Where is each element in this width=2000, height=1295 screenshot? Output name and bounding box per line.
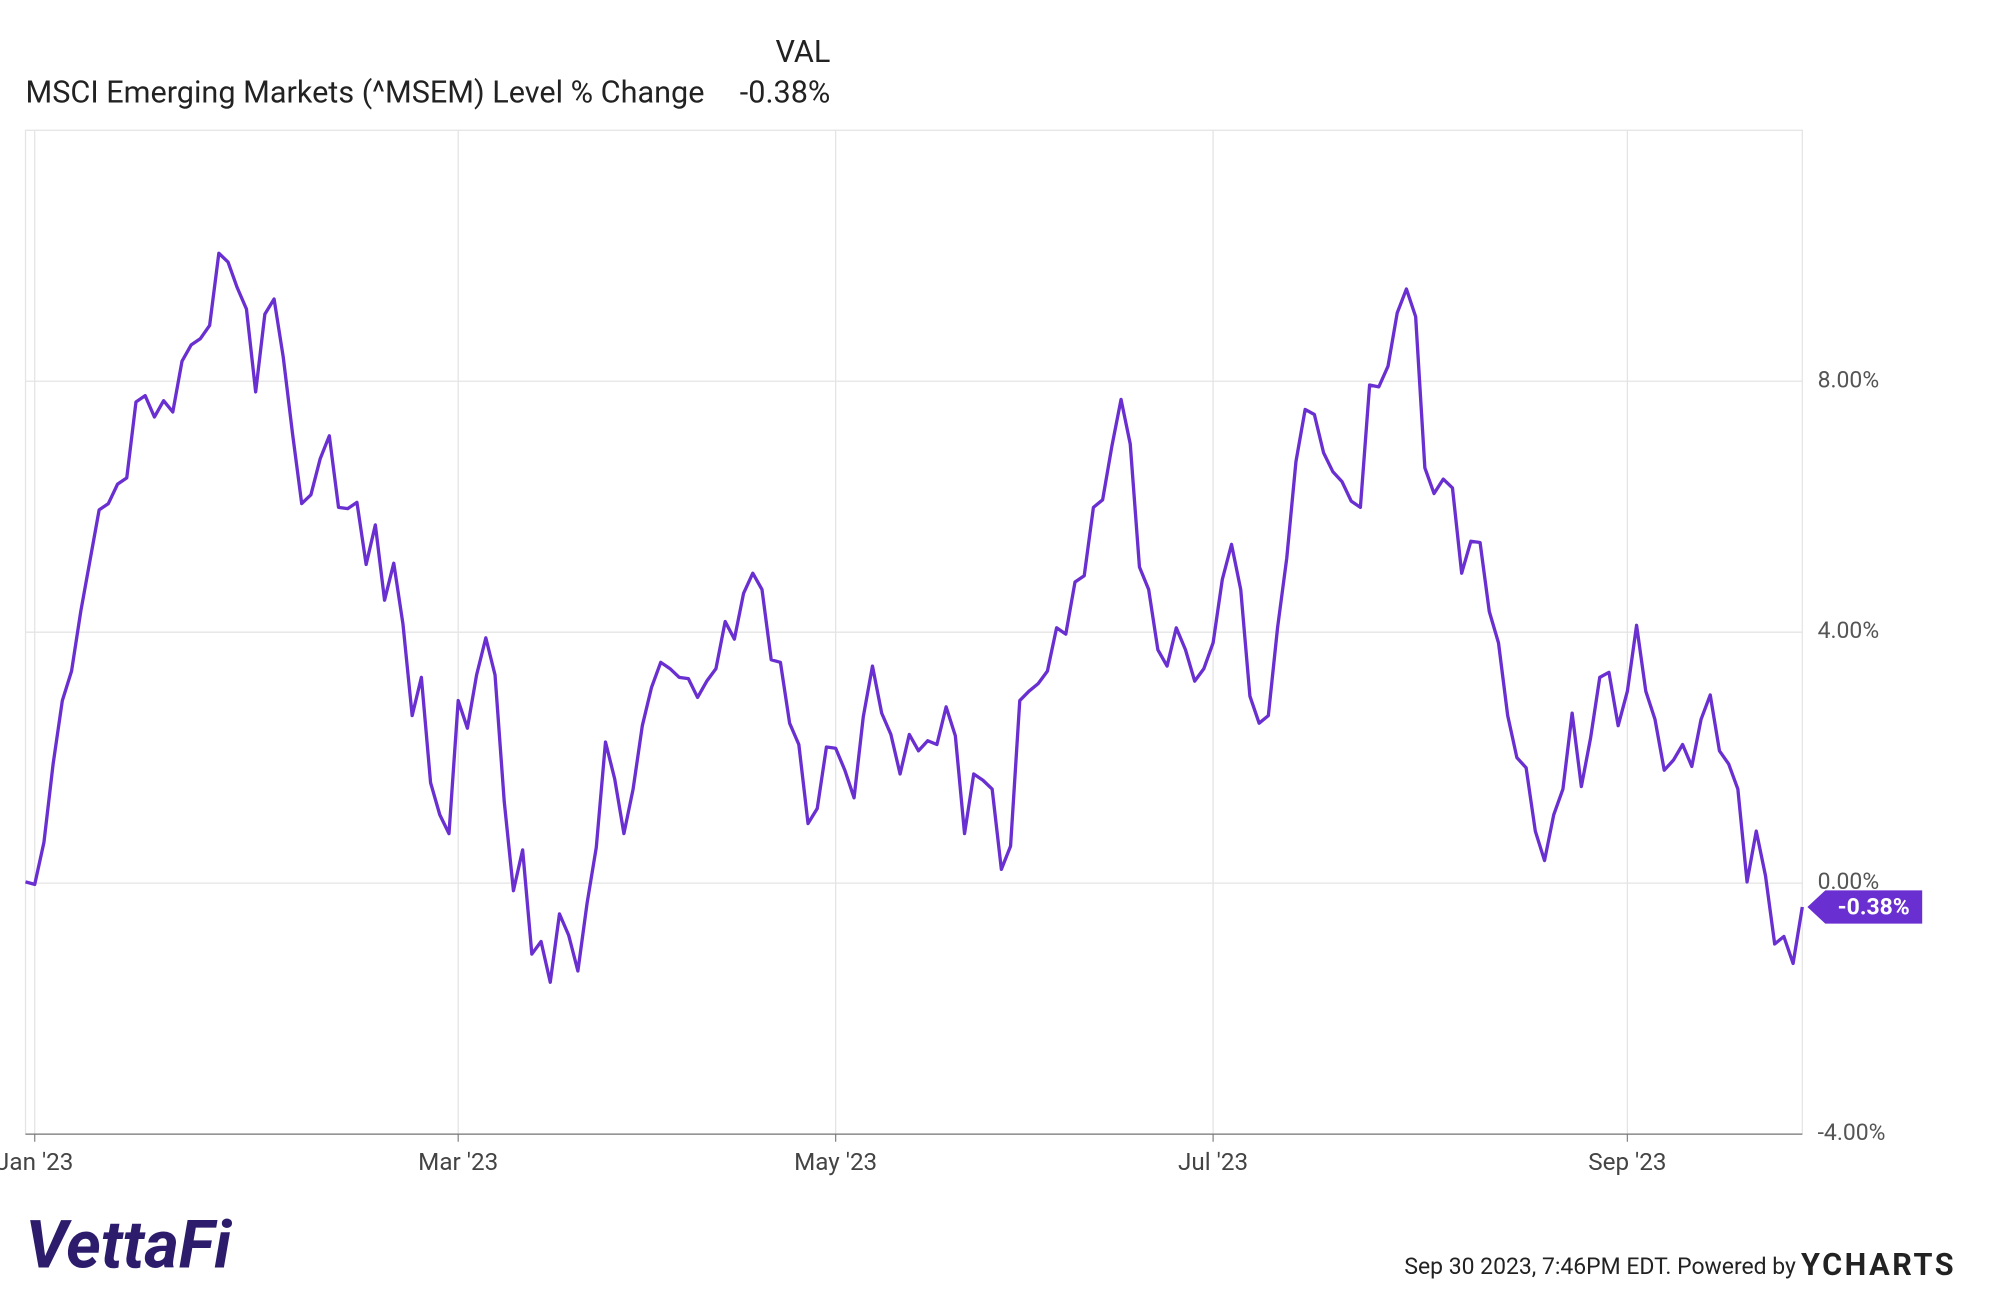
logo: VettaFi <box>26 1207 233 1285</box>
value-badge <box>1807 890 1923 924</box>
chart-title: MSCI Emerging Markets (^MSEM) Level % Ch… <box>26 76 705 111</box>
x-tick-label: Jul '23 <box>1178 1148 1248 1176</box>
y-tick-label: 4.00% <box>1818 617 1880 644</box>
column-header: VAL <box>776 35 831 70</box>
line <box>25 251 1804 984</box>
x-tick-label: Sep '23 <box>1588 1148 1666 1176</box>
x-tick-label: Mar '23 <box>418 1148 498 1176</box>
brand: YCHARTS <box>1801 1248 1956 1283</box>
timestamp: Sep 30 2023, 7:46PM EDT. Powered by <box>1404 1253 1796 1280</box>
x-tick-label: Jan '23 <box>0 1148 73 1176</box>
y-tick-label: 8.00% <box>1818 366 1880 393</box>
y-tick-label: -4.00% <box>1818 1119 1886 1146</box>
value-label: -0.38% <box>1838 893 1910 920</box>
legend-value: -0.38% <box>740 76 831 111</box>
x-tick-label: May '23 <box>794 1148 877 1176</box>
